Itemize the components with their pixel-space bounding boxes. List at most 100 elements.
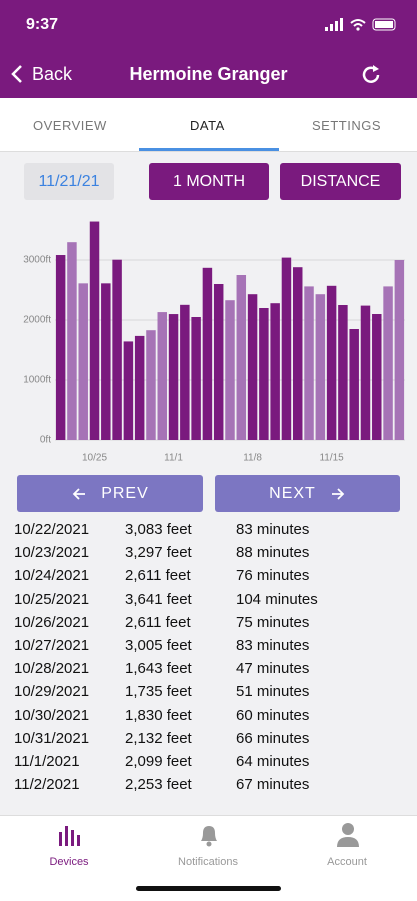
back-chevron[interactable] bbox=[10, 64, 24, 84]
bar bbox=[247, 294, 258, 440]
tab-active[interactable]: DATA bbox=[190, 118, 225, 133]
tab-bar: OVERVIEW DATA SETTINGS bbox=[0, 98, 417, 152]
tab[interactable]: SETTINGS bbox=[312, 118, 382, 133]
table-cell: 11/2/2021 bbox=[14, 776, 80, 794]
bar bbox=[123, 341, 134, 440]
next-button[interactable]: NEXT bbox=[215, 475, 400, 512]
metric-button[interactable]: DISTANCE bbox=[280, 163, 401, 200]
table-cell: 66 minutes bbox=[236, 729, 310, 747]
table-cell: 10/25/2021 bbox=[14, 590, 90, 608]
bar bbox=[315, 294, 326, 440]
bar bbox=[293, 267, 303, 440]
bar bbox=[338, 305, 348, 440]
table-cell: 83 minutes bbox=[236, 521, 310, 538]
bar bbox=[78, 283, 88, 440]
bar bbox=[349, 329, 359, 440]
table-cell: 10/24/2021 bbox=[14, 567, 90, 585]
date-button[interactable]: 11/21/21 bbox=[24, 163, 114, 200]
table-cell: 11/1/2021 bbox=[14, 752, 80, 770]
status-icons bbox=[325, 18, 396, 31]
bar bbox=[101, 283, 111, 440]
status-time: 9:37 bbox=[26, 16, 59, 33]
table-cell: 67 minutes bbox=[236, 776, 310, 794]
nav-label[interactable]: Notifications bbox=[178, 856, 238, 868]
y-tick-label: 2000ft bbox=[23, 315, 51, 326]
y-tick-label: 0ft bbox=[40, 435, 51, 446]
bar bbox=[191, 317, 201, 440]
x-tick-label: 11/1 bbox=[164, 453, 183, 464]
bar bbox=[213, 284, 224, 440]
table-cell: 10/31/2021 bbox=[14, 729, 90, 747]
header: 9:37 Back Hermoine Granger bbox=[0, 0, 417, 98]
devices-icon[interactable] bbox=[57, 822, 83, 848]
back-button[interactable]: Back bbox=[32, 64, 73, 84]
table-cell: 1,735 feet bbox=[125, 683, 192, 701]
table-cell: 2,253 feet bbox=[125, 776, 192, 794]
next-label: NEXT bbox=[269, 484, 316, 502]
bar bbox=[304, 286, 314, 440]
bar bbox=[180, 304, 190, 440]
bar bbox=[225, 300, 235, 440]
right-arrow bbox=[331, 487, 345, 500]
table-cell: 10/23/2021 bbox=[14, 544, 90, 562]
table-row: 10/29/2021 1,735 feet 51 minutes bbox=[14, 681, 414, 704]
refresh-icon[interactable] bbox=[361, 64, 383, 86]
table-row: 10/25/2021 3,641 feet 104 minutes bbox=[14, 589, 414, 612]
bar bbox=[89, 221, 100, 440]
y-tick-label: 3000ft bbox=[23, 255, 51, 266]
bar bbox=[55, 255, 66, 440]
table-cell: 2,132 feet bbox=[125, 729, 192, 747]
table-cell: 10/26/2021 bbox=[14, 613, 90, 631]
bar bbox=[168, 314, 179, 440]
prev-button[interactable]: PREV bbox=[17, 475, 203, 512]
prev-label: PREV bbox=[101, 484, 149, 502]
data-table: 10/22/2021 3,083 feet 83 minutes 10/23/2021… bbox=[14, 519, 414, 797]
table-cell: 2,611 feet bbox=[125, 567, 191, 585]
table-cell: 88 minutes bbox=[236, 544, 310, 562]
account-icon[interactable] bbox=[335, 821, 361, 849]
tab-indicator bbox=[139, 148, 279, 151]
table-cell: 3,083 feet bbox=[125, 521, 192, 538]
table-cell: 10/27/2021 bbox=[14, 636, 90, 654]
nav-label[interactable]: Account bbox=[327, 856, 367, 868]
nav-label[interactable]: Devices bbox=[49, 856, 89, 868]
table-cell: 60 minutes bbox=[236, 706, 310, 724]
bottom-nav: Devices Notifications Account bbox=[0, 815, 417, 901]
table-cell: 10/22/2021 bbox=[14, 521, 90, 538]
bar bbox=[146, 330, 156, 440]
table-row: 10/31/2021 2,132 feet 66 minutes bbox=[14, 728, 414, 751]
y-tick-label: 1000ft bbox=[23, 375, 51, 386]
table-row: 10/27/2021 3,005 feet 83 minutes bbox=[14, 635, 414, 658]
bar bbox=[326, 285, 337, 440]
table-cell: 76 minutes bbox=[236, 567, 310, 585]
table-cell: 2,099 feet bbox=[125, 752, 192, 770]
page-title: Hermoine Granger bbox=[129, 64, 288, 84]
bar bbox=[157, 312, 167, 440]
range-button[interactable]: 1 MONTH bbox=[149, 163, 269, 200]
table-cell: 64 minutes bbox=[236, 752, 310, 770]
table-cell: 75 minutes bbox=[236, 613, 310, 631]
table-row: 10/22/2021 3,083 feet 83 minutes bbox=[14, 519, 414, 542]
table-row: 10/23/2021 3,297 feet 88 minutes bbox=[14, 542, 414, 565]
bar bbox=[112, 259, 122, 440]
bar bbox=[372, 314, 382, 440]
home-indicator bbox=[136, 886, 281, 891]
table-row: 10/28/2021 1,643 feet 47 minutes bbox=[14, 658, 414, 681]
x-tick-label: 11/15 bbox=[319, 453, 344, 464]
table-cell: 10/30/2021 bbox=[14, 706, 90, 724]
x-tick-label: 11/8 bbox=[243, 453, 262, 464]
bar bbox=[360, 305, 371, 440]
bell-icon[interactable] bbox=[196, 822, 222, 848]
bar bbox=[134, 335, 145, 440]
table-cell: 2,611 feet bbox=[125, 613, 191, 631]
table-cell: 10/28/2021 bbox=[14, 660, 90, 678]
table-cell: 3,005 feet bbox=[125, 636, 192, 654]
bar bbox=[394, 260, 405, 440]
tab[interactable]: OVERVIEW bbox=[33, 118, 107, 133]
table-cell: 83 minutes bbox=[236, 636, 310, 654]
bar bbox=[259, 308, 269, 440]
table-cell: 51 minutes bbox=[236, 683, 310, 701]
chart: 0ft 1000ft 2000ft 3000ft 10/25 11/1 11/8 11/15 bbox=[23, 221, 405, 464]
x-tick-label: 10/25 bbox=[82, 453, 107, 464]
table-row: 10/26/2021 2,611 feet 75 minutes bbox=[14, 612, 414, 635]
